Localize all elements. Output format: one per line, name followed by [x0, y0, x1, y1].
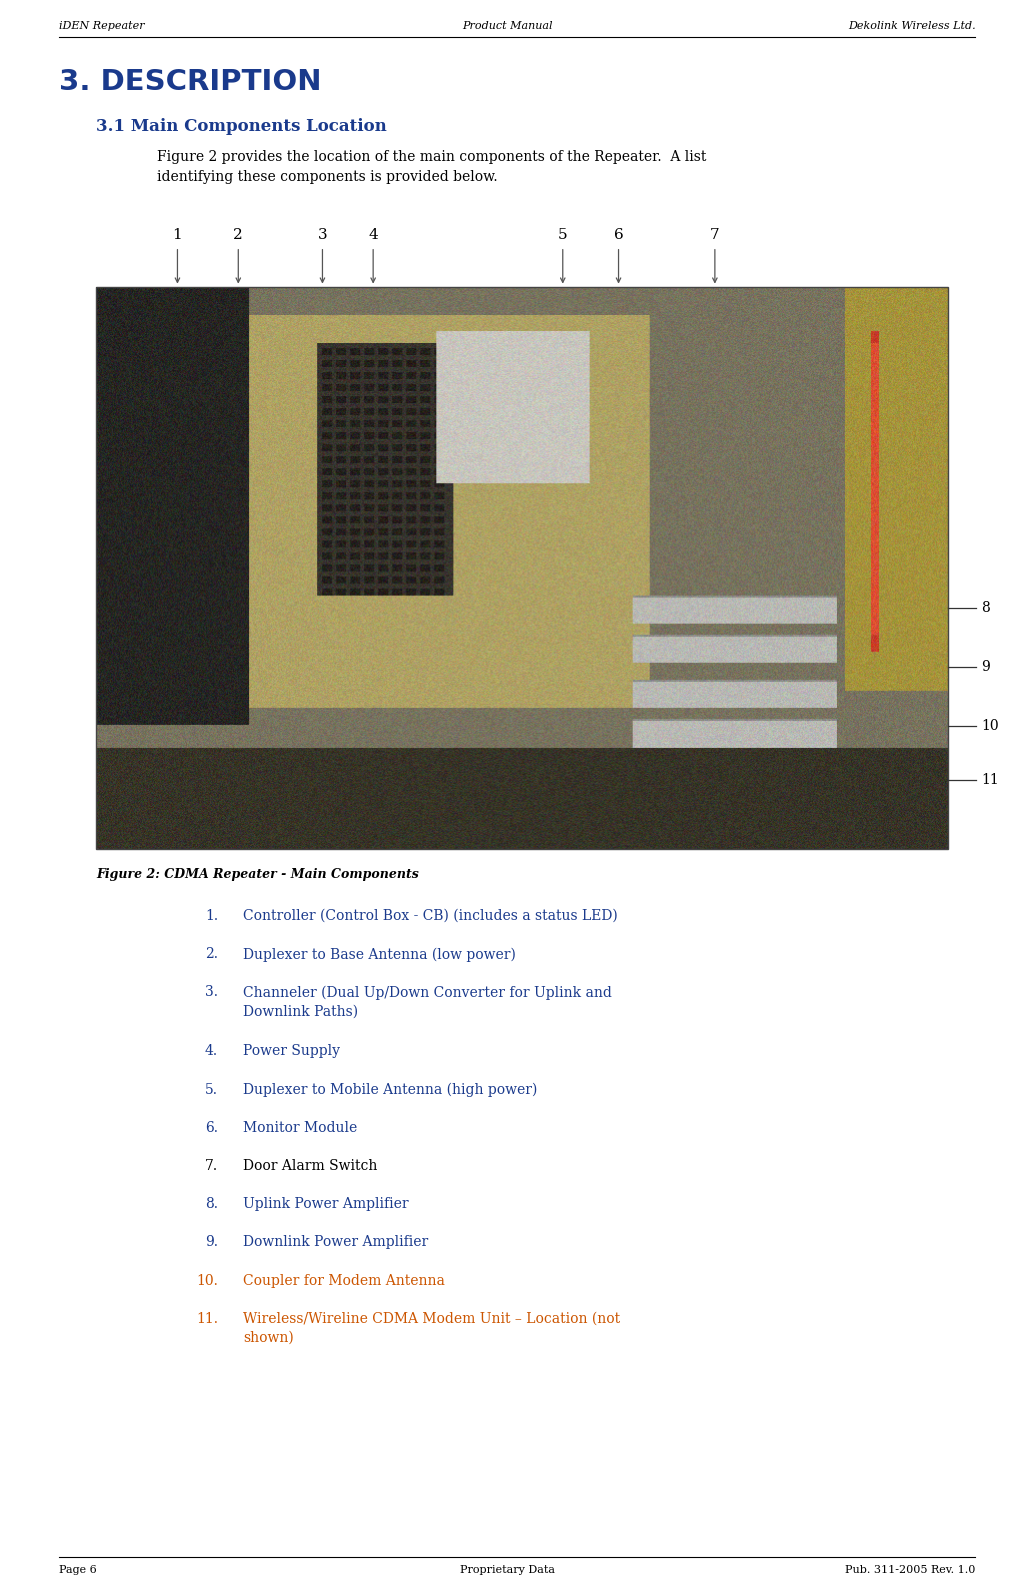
- Text: Coupler for Modem Antenna: Coupler for Modem Antenna: [243, 1274, 445, 1288]
- Text: Door Alarm Switch: Door Alarm Switch: [243, 1159, 378, 1173]
- Text: Channeler (Dual Up/Down Converter for Uplink and
Downlink Paths): Channeler (Dual Up/Down Converter for Up…: [243, 985, 612, 1019]
- Text: 3: 3: [317, 228, 328, 242]
- Text: 6: 6: [613, 228, 624, 242]
- Text: Duplexer to Mobile Antenna (high power): Duplexer to Mobile Antenna (high power): [243, 1083, 537, 1097]
- Text: 10.: 10.: [196, 1274, 218, 1288]
- Text: Proprietary Data: Proprietary Data: [459, 1565, 555, 1574]
- Text: 9.: 9.: [205, 1235, 218, 1250]
- Text: 7: 7: [710, 228, 720, 242]
- Text: Monitor Module: Monitor Module: [243, 1121, 358, 1135]
- Text: 4: 4: [368, 228, 378, 242]
- Text: 4.: 4.: [205, 1044, 218, 1059]
- Text: 8.: 8.: [205, 1197, 218, 1212]
- Text: Product Manual: Product Manual: [461, 21, 553, 30]
- Text: 2: 2: [233, 228, 243, 242]
- Text: Controller (Control Box - CB) (includes a status LED): Controller (Control Box - CB) (includes …: [243, 909, 619, 923]
- Text: 11.: 11.: [196, 1312, 218, 1326]
- Text: 1: 1: [172, 228, 183, 242]
- Text: Duplexer to Base Antenna (low power): Duplexer to Base Antenna (low power): [243, 947, 516, 962]
- Text: Power Supply: Power Supply: [243, 1044, 341, 1059]
- Text: Pub. 311-2005 Rev. 1.0: Pub. 311-2005 Rev. 1.0: [845, 1565, 975, 1574]
- Text: 5.: 5.: [205, 1083, 218, 1097]
- Text: iDEN Repeater: iDEN Repeater: [59, 21, 144, 30]
- Text: 3. DESCRIPTION: 3. DESCRIPTION: [59, 68, 321, 97]
- Text: 7.: 7.: [205, 1159, 218, 1173]
- Text: 8: 8: [982, 602, 991, 615]
- Bar: [96, 287, 948, 849]
- Text: 10: 10: [982, 720, 999, 732]
- Text: Figure 2: CDMA Repeater - Main Components: Figure 2: CDMA Repeater - Main Component…: [96, 868, 419, 880]
- Text: 3.1 Main Components Location: 3.1 Main Components Location: [96, 118, 387, 135]
- Text: 3.: 3.: [205, 985, 218, 1000]
- Text: Uplink Power Amplifier: Uplink Power Amplifier: [243, 1197, 409, 1212]
- Text: 1.: 1.: [205, 909, 218, 923]
- Text: Figure 2 provides the location of the main components of the Repeater.  A list
i: Figure 2 provides the location of the ma…: [157, 150, 707, 183]
- Text: 6.: 6.: [205, 1121, 218, 1135]
- Text: Downlink Power Amplifier: Downlink Power Amplifier: [243, 1235, 429, 1250]
- Text: 5: 5: [558, 228, 568, 242]
- Text: 11: 11: [982, 774, 1000, 786]
- Text: Dekolink Wireless Ltd.: Dekolink Wireless Ltd.: [848, 21, 975, 30]
- Text: 9: 9: [982, 661, 991, 673]
- Text: 2.: 2.: [205, 947, 218, 962]
- Text: Page 6: Page 6: [59, 1565, 96, 1574]
- Text: Wireless/Wireline CDMA Modem Unit – Location (not
shown): Wireless/Wireline CDMA Modem Unit – Loca…: [243, 1312, 621, 1344]
